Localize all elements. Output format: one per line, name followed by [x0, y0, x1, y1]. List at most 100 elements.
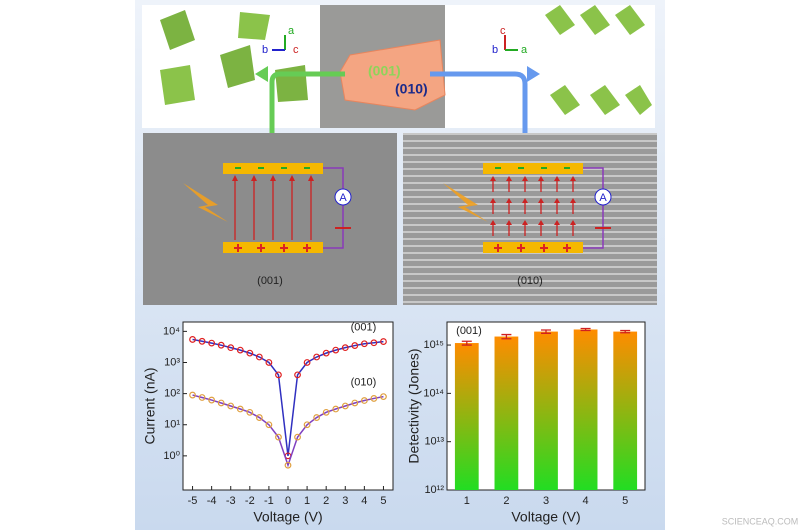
data-point [332, 405, 340, 413]
data-point [294, 371, 301, 379]
axis-letter: b [262, 44, 268, 56]
crystal-images [142, 5, 655, 150]
error-bar [501, 333, 512, 340]
light [443, 183, 488, 222]
light [183, 183, 228, 222]
data-point [294, 433, 301, 441]
panel-label: (001) [257, 275, 283, 287]
arrow-head [506, 220, 512, 225]
electrode [223, 242, 323, 253]
x-tick-label: 2 [323, 495, 329, 507]
data-point [189, 336, 196, 343]
data-point [208, 339, 216, 347]
plus [494, 244, 502, 252]
ammeter-label: A [339, 192, 347, 204]
watermark: SCIENCEAQ.COM [722, 516, 799, 526]
x-tick-label: -1 [264, 495, 274, 507]
arrow-head [522, 198, 528, 203]
sem-panel [143, 133, 397, 305]
data-point [275, 433, 282, 441]
arrow-head [554, 198, 560, 203]
series-label: (010) [351, 377, 377, 389]
arrow-head [538, 220, 544, 225]
arrow-head [570, 198, 576, 203]
data-point [360, 340, 368, 348]
error-bar [580, 327, 591, 332]
circuit [583, 167, 604, 249]
arrow-head [490, 198, 496, 203]
x-tick-label: 4 [361, 495, 367, 507]
data-point [380, 393, 387, 401]
x-axis-label: Voltage (V) [253, 509, 322, 525]
error-bar [461, 340, 472, 346]
y-tick-label: 10³ [164, 356, 180, 368]
arrow-head [538, 176, 544, 181]
data-point [303, 359, 311, 366]
plus [517, 244, 525, 252]
x-tick-label: 1 [304, 495, 310, 507]
y-axis-label: Current (nA) [142, 367, 158, 444]
arrow-head [570, 176, 576, 181]
data-point [284, 461, 292, 469]
face-label: (010) [395, 81, 428, 97]
y-tick-label: 10² [164, 388, 180, 400]
x-tick-label: 0 [285, 495, 291, 507]
data-point [351, 342, 359, 349]
arrow-head [570, 220, 576, 225]
data-point [236, 405, 244, 413]
arrow-head [232, 175, 238, 181]
bar [454, 343, 479, 490]
plus [303, 244, 311, 252]
data-point [189, 391, 196, 399]
electrode [483, 163, 583, 174]
y-tick-label: 10¹⁴ [423, 387, 444, 399]
y-tick-label: 10⁰ [163, 450, 180, 462]
data-point [341, 402, 349, 410]
arrow-head [506, 198, 512, 203]
bar [494, 336, 519, 490]
data-point [322, 408, 330, 416]
y-tick-label: 10¹ [164, 419, 180, 431]
arrow-head [270, 175, 276, 181]
x-tick-label: 3 [342, 495, 348, 507]
x-tick-label: -3 [226, 495, 236, 507]
plus [540, 244, 548, 252]
x-tick-label: 5 [380, 495, 386, 507]
error-bar [541, 329, 551, 334]
panel-label: (010) [517, 275, 543, 287]
data-point [351, 399, 359, 407]
data-point [370, 339, 378, 347]
data-point [227, 402, 235, 410]
ammeter [334, 188, 352, 206]
data-point [275, 371, 282, 379]
arrow-head [554, 176, 560, 181]
data-point [360, 397, 368, 404]
data-point [265, 421, 273, 429]
x-tick-label: -2 [245, 495, 255, 507]
axis-letter: b [492, 44, 498, 56]
face-label: (001) [368, 63, 401, 79]
data-point [217, 399, 225, 407]
data-point [255, 414, 263, 421]
ammeter-label: A [599, 192, 607, 204]
axis-letter: a [288, 25, 295, 37]
y-axis-label: Detectivity (Jones) [406, 348, 422, 463]
x-tick-label: 4 [583, 495, 589, 507]
x-tick-label: -5 [188, 495, 198, 507]
electrode [223, 163, 323, 174]
axis-letter: c [500, 25, 506, 37]
error-bar [620, 329, 631, 334]
data-point [322, 349, 330, 357]
sem-panel [403, 133, 657, 305]
annotation: (001) [456, 325, 482, 337]
plus [234, 244, 242, 252]
x-tick-label: 3 [543, 495, 549, 507]
arrow-head [538, 198, 544, 203]
electrode [483, 242, 583, 253]
x-tick-label: 1 [464, 495, 470, 507]
data-point [265, 359, 273, 366]
arrow-head [308, 175, 314, 181]
data-point [198, 394, 206, 401]
